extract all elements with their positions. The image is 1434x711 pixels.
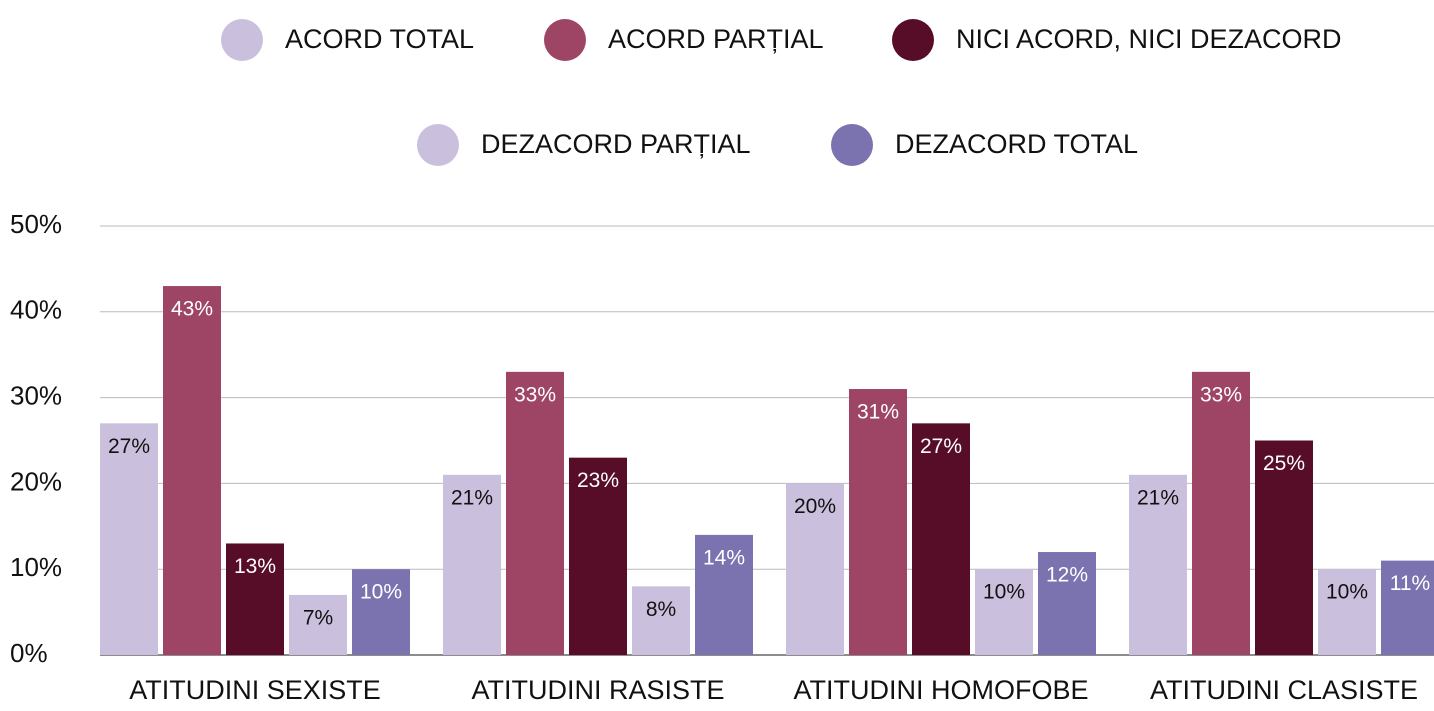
value-label: 31% (857, 401, 899, 424)
legend-label: ACORD TOTAL (285, 24, 474, 54)
legend-label: ACORD PARȚIAL (608, 24, 824, 54)
bar (352, 569, 410, 655)
value-label: 27% (108, 435, 150, 458)
value-label: 27% (920, 435, 962, 458)
bar (1038, 552, 1096, 655)
value-label: 10% (983, 581, 1025, 604)
legend-swatch (544, 19, 586, 61)
bar (443, 474, 501, 655)
bar (506, 371, 564, 655)
value-label: 20% (794, 495, 836, 518)
bar (289, 594, 347, 655)
value-label: 23% (577, 469, 619, 492)
bar (226, 543, 284, 655)
y-tick-label: 20% (10, 466, 62, 496)
legend-label: NICI ACORD, NICI DEZACORD (956, 24, 1342, 54)
bar (569, 457, 627, 655)
x-tick-label: ATITUDINI HOMOFOBE (794, 675, 1089, 705)
value-label: 14% (703, 546, 745, 569)
bar (786, 483, 844, 655)
x-tick-label: ATITUDINI RASISTE (471, 675, 724, 705)
y-tick-label: 30% (10, 380, 62, 410)
bar (1129, 474, 1187, 655)
value-label: 10% (360, 581, 402, 604)
y-tick-label: 40% (10, 295, 62, 325)
value-label: 7% (303, 606, 333, 629)
bar (100, 423, 158, 655)
bar (849, 389, 907, 655)
value-label: 25% (1263, 452, 1305, 475)
y-tick-label: 10% (10, 552, 62, 582)
x-tick-label: ATITUDINI CLASISTE (1150, 675, 1418, 705)
y-tick-label: 0% (10, 638, 48, 668)
value-label: 13% (234, 555, 276, 578)
bar (975, 569, 1033, 655)
y-tick-label: 50% (10, 209, 62, 239)
value-label: 10% (1326, 581, 1368, 604)
value-label: 12% (1046, 564, 1088, 587)
legend-swatch (892, 19, 934, 61)
bar (695, 534, 753, 655)
bar (632, 586, 690, 655)
value-label: 21% (451, 486, 493, 509)
value-label: 8% (646, 598, 676, 621)
bar (1255, 440, 1313, 655)
legend-swatch (417, 124, 459, 166)
bar (912, 423, 970, 655)
x-tick-label: ATITUDINI SEXISTE (129, 675, 381, 705)
value-label: 11% (1390, 572, 1430, 595)
legend-swatch (221, 19, 263, 61)
bar (1318, 569, 1376, 655)
bar (1192, 371, 1250, 655)
value-label: 43% (171, 298, 213, 321)
legend-label: DEZACORD PARȚIAL (481, 129, 751, 159)
legend-swatch (831, 124, 873, 166)
bar (163, 286, 221, 655)
legend-label: DEZACORD TOTAL (895, 129, 1138, 159)
value-label: 33% (514, 383, 556, 406)
bar (1381, 560, 1434, 655)
value-label: 33% (1200, 383, 1242, 406)
value-label: 21% (1137, 486, 1179, 509)
